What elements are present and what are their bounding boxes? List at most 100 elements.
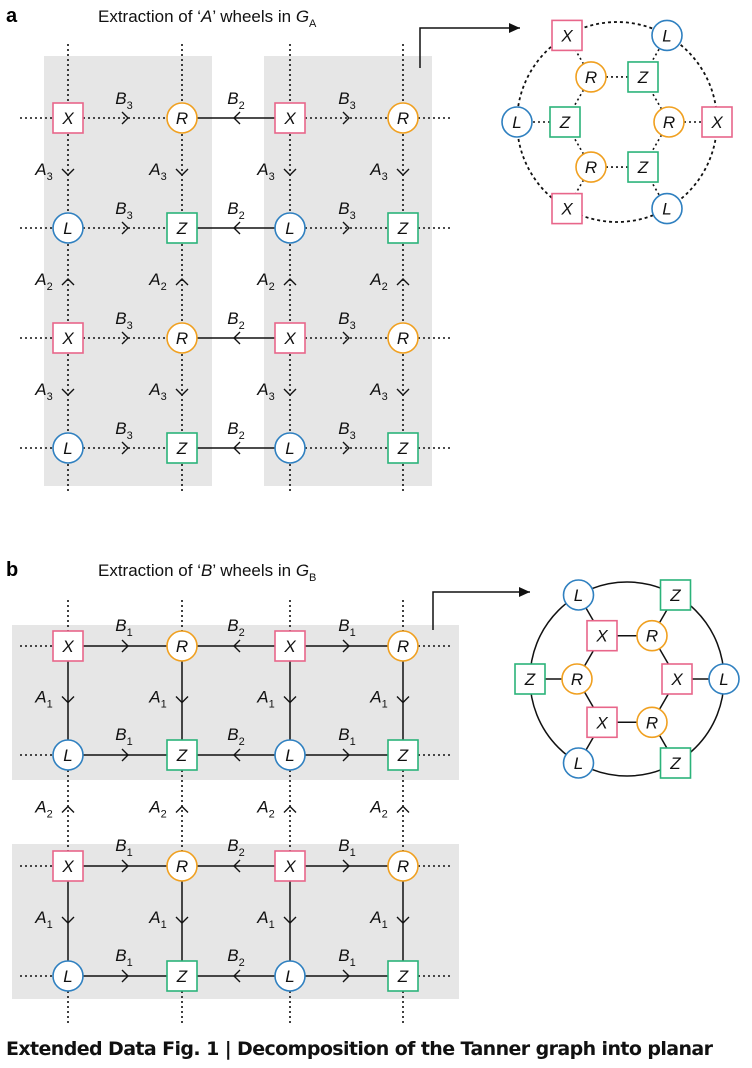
node-X-label: X [61, 329, 74, 348]
edge-label-B1: B1 [338, 725, 355, 748]
edge-label-A1: A1 [369, 688, 387, 711]
node-X-label: X [560, 200, 573, 219]
edge-arrow-chevron [61, 916, 75, 924]
node-X: X [274, 322, 306, 354]
node-R: R [636, 619, 668, 652]
node-R-label: R [571, 670, 583, 689]
edge-arrow-chevron [342, 221, 350, 235]
node-X-square [274, 102, 306, 134]
node-Z-square [166, 960, 198, 992]
node-R-circle [653, 106, 685, 138]
node-R: R [636, 706, 668, 739]
edge-label-B1: B1 [115, 946, 132, 969]
edge-label-A2: A2 [256, 798, 274, 821]
node-L-label: L [63, 967, 72, 986]
node-Z-square [627, 61, 659, 93]
node-L-circle [274, 432, 306, 464]
edge-arrow-chevron [175, 696, 189, 704]
edge-arrow-chevron [233, 639, 241, 653]
node-R-label: R [176, 109, 188, 128]
node-L-circle [274, 960, 306, 992]
node-X-square [586, 619, 618, 652]
node-X-square [52, 850, 84, 882]
node-Z-label: Z [176, 439, 188, 458]
edge-arrow-chevron [342, 639, 350, 653]
node-Z: Z [549, 106, 581, 138]
edge-label-A1: A1 [256, 688, 274, 711]
node-R-circle [575, 151, 607, 183]
node-R-circle [166, 102, 198, 134]
node-R-label: R [176, 637, 188, 656]
node-X: X [274, 102, 306, 134]
node-L-label: L [662, 200, 671, 219]
dotted-edge [642, 76, 670, 123]
edge-arrow-chevron [342, 331, 350, 345]
edge-arrow-chevron [61, 278, 75, 286]
node-L: L [708, 663, 740, 695]
node-L: L [52, 212, 84, 244]
node-L-circle [52, 739, 84, 771]
node-X: X [586, 706, 618, 739]
node-Z-square [627, 151, 659, 183]
edge-label-B2: B2 [227, 946, 244, 969]
edge-label-A1: A1 [148, 688, 166, 711]
node-X-label: X [283, 857, 296, 876]
node-R: R [387, 102, 419, 134]
edge-label-A2: A2 [148, 798, 166, 821]
edge-label-A1: A1 [34, 908, 52, 931]
node-X-label: X [595, 627, 608, 646]
node-X: X [551, 19, 583, 52]
panel-b-lattice: B1 B2 B1 B1 B2 B1 B1 B2 B1 B1 B2 B1 A1 A1 A1 A1 A2 A2 A2 A2… [12, 600, 459, 1024]
panel-b-wheel: L X Z R L X Z R L X Z R [514, 579, 740, 779]
node-R-label: R [646, 713, 658, 732]
node-X-square [586, 706, 618, 739]
edge-label-B2: B2 [227, 616, 244, 639]
node-X-label: X [560, 26, 573, 45]
edge-label-B3: B3 [115, 199, 132, 222]
edge-label-A2: A2 [34, 270, 52, 293]
node-R-circle [387, 322, 419, 354]
node-L-circle [52, 432, 84, 464]
edge-arrow-chevron [121, 441, 129, 455]
node-R: R [166, 322, 198, 354]
node-L-label: L [662, 26, 671, 45]
node-X: X [701, 106, 733, 138]
edge-arrow-chevron [396, 278, 410, 286]
node-X: X [52, 102, 84, 134]
node-X-label: X [670, 670, 683, 689]
dotted-edge [564, 76, 592, 123]
edge-arrow-chevron [233, 859, 241, 873]
node-Z: Z [659, 579, 692, 611]
node-X-square [661, 663, 693, 695]
node-L-circle [562, 579, 595, 611]
panel-a-wheel: X R L Z X R L Z X R L Z [501, 19, 733, 225]
node-Z-label: Z [637, 68, 649, 87]
edge-label-B3: B3 [115, 309, 132, 332]
edge-arrow-chevron [342, 111, 350, 125]
node-L: L [52, 960, 84, 992]
node-L-label: L [285, 439, 294, 458]
node-Z-label: Z [397, 746, 409, 765]
node-R-circle [166, 322, 198, 354]
edge-label-B1: B1 [115, 725, 132, 748]
edge-label-B1: B1 [115, 616, 132, 639]
node-L: L [651, 19, 683, 52]
node-L: L [562, 747, 595, 779]
edge-arrow-chevron [61, 168, 75, 176]
edge-label-B1: B1 [338, 946, 355, 969]
edge-label-A2: A2 [369, 270, 387, 293]
edge-arrow-chevron [61, 805, 75, 813]
node-X-square [52, 102, 84, 134]
node-Z: Z [166, 960, 198, 992]
node-X: X [551, 192, 583, 225]
node-Z: Z [627, 151, 659, 183]
node-L: L [651, 192, 683, 225]
edge-label-B3: B3 [338, 89, 355, 112]
node-Z-label: Z [669, 754, 681, 773]
node-X: X [586, 619, 618, 652]
node-R-label: R [176, 857, 188, 876]
node-L-label: L [285, 746, 294, 765]
node-Z: Z [387, 212, 419, 244]
node-L-circle [52, 960, 84, 992]
node-Z: Z [659, 747, 692, 779]
